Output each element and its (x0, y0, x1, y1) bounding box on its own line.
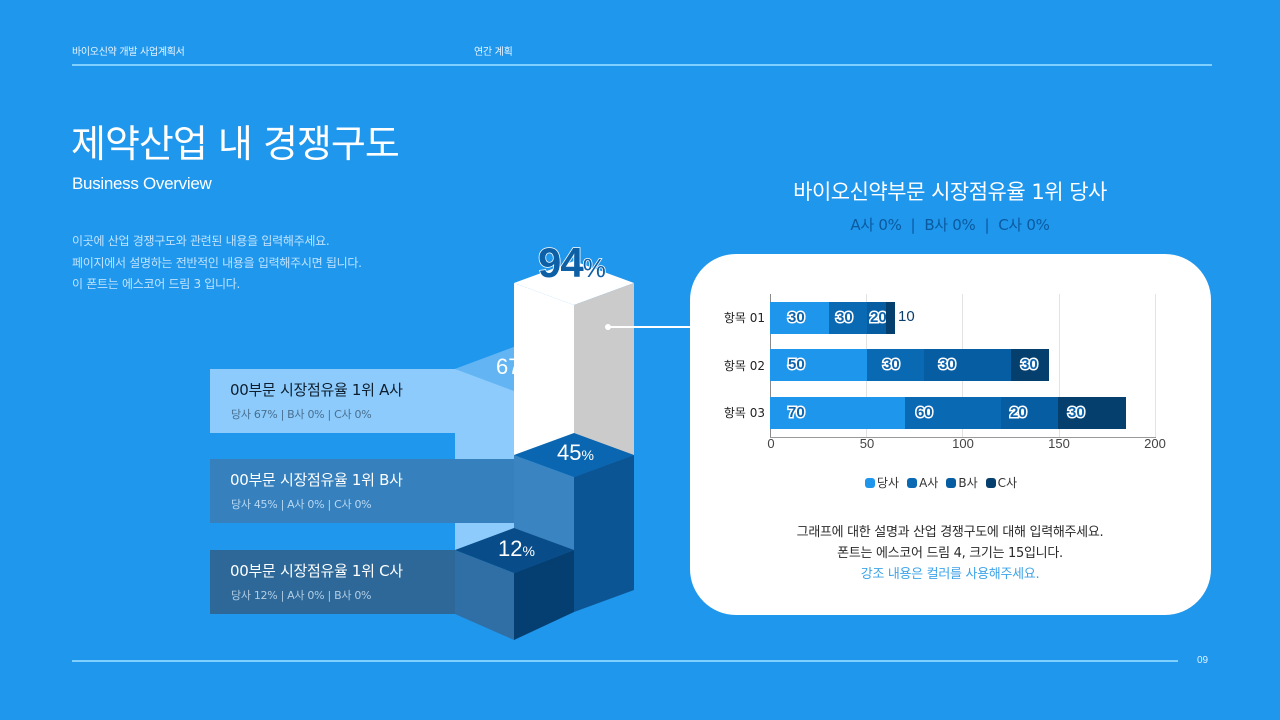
bar-segment-dangsa: 70 (770, 397, 905, 429)
gridline (1059, 294, 1060, 437)
panel-a-sub: 당사 67% | B사 0% | C사 0% (231, 408, 372, 421)
page-subtitle: Business Overview (72, 174, 212, 193)
panel-c-shape (210, 550, 455, 614)
highlight-line: 강조 내용은 컬러를 사용해주세요. (860, 567, 1040, 582)
bar-value-outside: 10 (898, 308, 915, 325)
x-tick: 50 (859, 436, 875, 451)
legend-item-c: C사 (985, 474, 1017, 491)
bar-segment-b: 20 (867, 302, 888, 334)
legend-swatch (907, 477, 918, 488)
step-94-label: 94% (537, 238, 606, 287)
panel-a-title: 00부문 시장점유율 1위 A사 (230, 381, 403, 399)
legend-swatch (865, 477, 875, 488)
step-12-left (455, 550, 514, 640)
step-45-right (574, 455, 634, 612)
step-infographic (210, 261, 690, 640)
step-67-label: 67% (496, 354, 533, 379)
market-share-title: 바이오신약부문 시장점유율 1위 당사 (793, 180, 1107, 204)
bar-segment-c: 30 (1011, 349, 1049, 381)
bar-segment-b: 30 (924, 349, 1011, 381)
page-title: 제약산업 내 경쟁구도 (71, 122, 400, 166)
gridline (1155, 294, 1156, 437)
legend-item-dangsa: 당사 (865, 474, 899, 491)
step-45-label: 45% (557, 440, 594, 465)
step-94-front (514, 283, 574, 455)
bar-segment-b: 20 (1001, 397, 1058, 429)
intro-line: 이 폰트는 에스코어 드림 3 입니다. (72, 277, 241, 291)
intro-text: 이곳에 산업 경쟁구도와 관련된 내용을 입력해주세요. 페이지에서 설명하는 … (72, 231, 362, 296)
bar-segment-dangsa: 50 (770, 349, 867, 381)
step-94-right (574, 283, 634, 455)
bar-segment-a: 30 (829, 302, 867, 334)
page-number: 09 (1197, 655, 1209, 666)
bar-segment-a: 60 (905, 397, 1001, 429)
panel-c-sub: 당사 12% | A사 0% | B사 0% (231, 589, 372, 602)
category-label: 항목 03 (723, 406, 765, 420)
document-title: 바이오신약 개발 사업계획서 (72, 47, 185, 58)
description-line: 그래프에 대한 설명과 산업 경쟁구도에 대해 입력해주세요. (796, 525, 1104, 540)
x-tick: 0 (767, 436, 775, 451)
x-tick: 100 (952, 436, 974, 451)
panel-b-shape (210, 459, 514, 523)
section-label: 연간 계획 (474, 47, 513, 58)
panel-a: 00부문 시장점유율 1위 A사 당사 67% | B사 0% | C사 0% (210, 369, 455, 433)
panel-c-title: 00부문 시장점유율 1위 C사 (230, 562, 403, 580)
chart-legend: 당사 A사 B사 C사 (865, 474, 1017, 491)
bar-segment-c: 30 (1058, 397, 1126, 429)
header-divider (72, 64, 1212, 66)
bar-segment-dangsa: 30 (770, 302, 829, 334)
bar-segment-a: 30 (867, 349, 924, 381)
intro-line: 이곳에 산업 경쟁구도와 관련된 내용을 입력해주세요. (72, 234, 330, 248)
legend-swatch (985, 477, 996, 488)
footer-divider (72, 660, 1178, 662)
intro-line: 페이지에서 설명하는 전반적인 내용을 입력해주시면 됩니다. (72, 255, 362, 270)
x-tick: 200 (1144, 436, 1166, 451)
market-share-summary: A사 0% | B사 0% | C사 0% (850, 216, 1050, 234)
legend-item-a: A사 (907, 474, 938, 491)
step-12-top (455, 528, 574, 573)
panel-b-sub: 당사 45% | A사 0% | C사 0% (231, 498, 372, 511)
category-label: 항목 02 (723, 359, 765, 373)
panel-c: 00부문 시장점유율 1위 C사 당사 12% | A사 0% | B사 0% (210, 550, 455, 614)
legend-item-b: B사 (946, 474, 978, 491)
bar-segment-c (886, 302, 895, 334)
category-label: 항목 01 (723, 311, 765, 325)
x-tick: 150 (1048, 436, 1070, 451)
x-axis-line (770, 437, 1156, 438)
panel-b: 00부문 시장점유율 1위 B사 당사 45% | A사 0% | C사 0% (210, 459, 455, 523)
description-line: 폰트는 에스코어 드림 4, 크기는 15입니다. (837, 546, 1063, 561)
step-12-right (514, 550, 574, 640)
panel-b-title: 00부문 시장점유율 1위 B사 (230, 471, 403, 489)
legend-swatch (946, 477, 957, 488)
step-12-label: 12% (498, 536, 535, 561)
chart-description: 그래프에 대한 설명과 산업 경쟁구도에 대해 입력해주세요. 폰트는 에스코어… (700, 522, 1200, 585)
connector-dot (605, 324, 611, 330)
panel-a-shape (210, 347, 514, 550)
